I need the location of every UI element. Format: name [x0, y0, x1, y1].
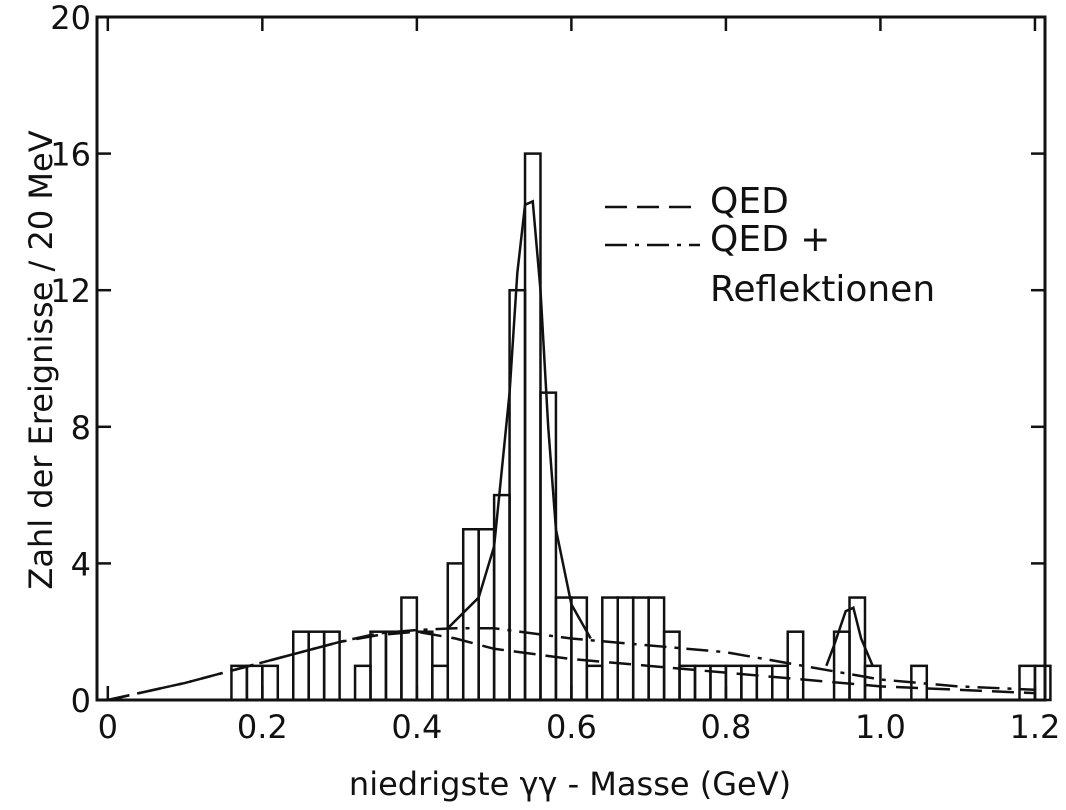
histogram-bar: [755, 664, 774, 702]
x-axis-label: niedrigste γγ - Masse (GeV): [349, 765, 791, 803]
histogram-bar: [353, 664, 372, 702]
histogram-bar: [585, 664, 604, 702]
histogram-bar: [261, 664, 280, 702]
y-axis-label: Zahl der Ereignisse / 20 MeV: [22, 130, 60, 589]
histogram-bar: [400, 596, 419, 702]
x-tick-label: 0.6: [546, 708, 597, 746]
histogram-bar: [384, 630, 403, 702]
x-tick-label: 0.8: [700, 708, 751, 746]
histogram-bar: [1018, 664, 1037, 702]
series-line: [107, 630, 1036, 702]
histogram-bar: [291, 630, 310, 702]
histogram-bar: [539, 391, 558, 702]
series-line: [446, 199, 874, 667]
histogram-bar: [740, 664, 759, 702]
histogram-bar: [771, 664, 789, 702]
x-tick-label: 1.2: [1010, 708, 1061, 746]
histogram-bar: [601, 596, 619, 702]
series-line: [107, 627, 1036, 702]
histogram-bar: [415, 630, 434, 702]
histogram-bar: [369, 630, 388, 702]
y-tick-label: 16: [50, 136, 91, 174]
histogram-bar: [307, 630, 326, 702]
y-tick-label: 8: [71, 409, 91, 447]
x-tick-label: 1.0: [855, 708, 906, 746]
histogram-bar: [322, 630, 341, 702]
histogram-bar: [662, 630, 681, 702]
histogram-bar: [724, 664, 743, 702]
histogram-bar: [647, 596, 666, 702]
y-tick-label: 4: [71, 545, 91, 583]
histogram-bar: [631, 596, 650, 702]
histogram-bar: [570, 596, 589, 702]
y-tick-label: 12: [50, 272, 91, 310]
x-tick-label: 0.2: [237, 708, 288, 746]
y-tick-label: 0: [71, 682, 91, 720]
histogram-bar: [1033, 664, 1052, 702]
x-tick-label: 0: [98, 708, 118, 746]
legend-label: QED: [710, 181, 789, 222]
legend-label: QED + Reflektionen: [710, 219, 936, 310]
histogram-bar: [616, 596, 635, 702]
x-tick-label: 0.4: [391, 708, 442, 746]
histogram-bar: [461, 528, 480, 702]
histogram-bar: [431, 664, 450, 702]
histogram-bar: [554, 596, 573, 702]
histogram-bar: [863, 664, 882, 702]
histogram-bar: [523, 152, 542, 702]
y-tick-label: 20: [50, 0, 91, 37]
histogram-bar: [446, 562, 465, 702]
histogram-bar: [786, 630, 805, 702]
histogram-bar: [245, 664, 264, 702]
